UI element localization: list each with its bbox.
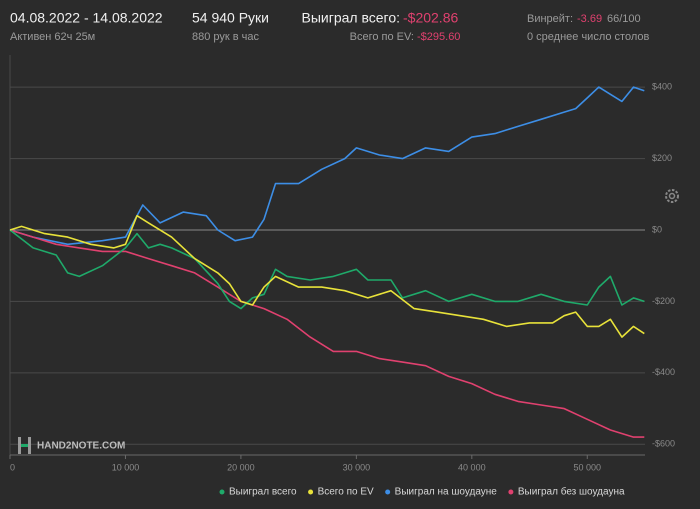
series-line xyxy=(9,229,645,310)
hands: 54 940 Руки xyxy=(192,10,269,26)
y-tick-label: $200 xyxy=(652,153,672,163)
ev-value: -$295.60 xyxy=(417,31,460,43)
hands-per-hour: 880 рук в час xyxy=(192,31,260,43)
active-time: Активен 62ч 25м xyxy=(10,31,95,43)
winrate-label: Винрейт: xyxy=(527,13,573,25)
watermark-logo xyxy=(18,437,31,454)
avg-tables: 0 среднее число столов xyxy=(527,31,649,43)
series-line xyxy=(9,229,645,438)
legend-marker xyxy=(385,489,391,495)
x-tick-label: 0 xyxy=(10,462,15,472)
legend-label: Выиграл без шоудауна xyxy=(518,486,625,498)
legend-label: Выиграл на шоудауне xyxy=(395,487,498,498)
legend-marker xyxy=(219,489,225,495)
series-line xyxy=(9,86,645,246)
settings-icon[interactable] xyxy=(665,189,679,203)
y-tick-label: $0 xyxy=(652,224,662,234)
won-label: Выиграл всего: xyxy=(302,10,401,26)
x-tick-label: 40 000 xyxy=(458,462,486,472)
ev-label: Всего по EV: xyxy=(350,31,414,43)
series-line xyxy=(9,214,645,338)
date-range: 04.08.2022 - 14.08.2022 xyxy=(10,10,163,26)
legend-marker xyxy=(508,489,514,495)
winrate-value: -3.69 xyxy=(577,13,602,25)
y-tick-label: -$600 xyxy=(652,439,675,449)
winrate-unit: 66/100 xyxy=(607,13,641,25)
legend-marker xyxy=(308,489,314,495)
x-tick-label: 10 000 xyxy=(112,462,140,472)
legend-label: Выиграл всего xyxy=(229,487,297,498)
won-value: -$202.86 xyxy=(403,10,458,26)
y-tick-label: $400 xyxy=(652,82,672,92)
x-tick-label: 30 000 xyxy=(343,462,371,472)
x-tick-label: 50 000 xyxy=(574,462,602,472)
legend-label: Всего по EV xyxy=(318,487,374,498)
y-tick-label: -$200 xyxy=(652,296,675,306)
y-tick-label: -$400 xyxy=(652,367,675,377)
x-tick-label: 20 000 xyxy=(227,462,255,472)
watermark: HAND2NOTE.COM xyxy=(37,441,125,452)
